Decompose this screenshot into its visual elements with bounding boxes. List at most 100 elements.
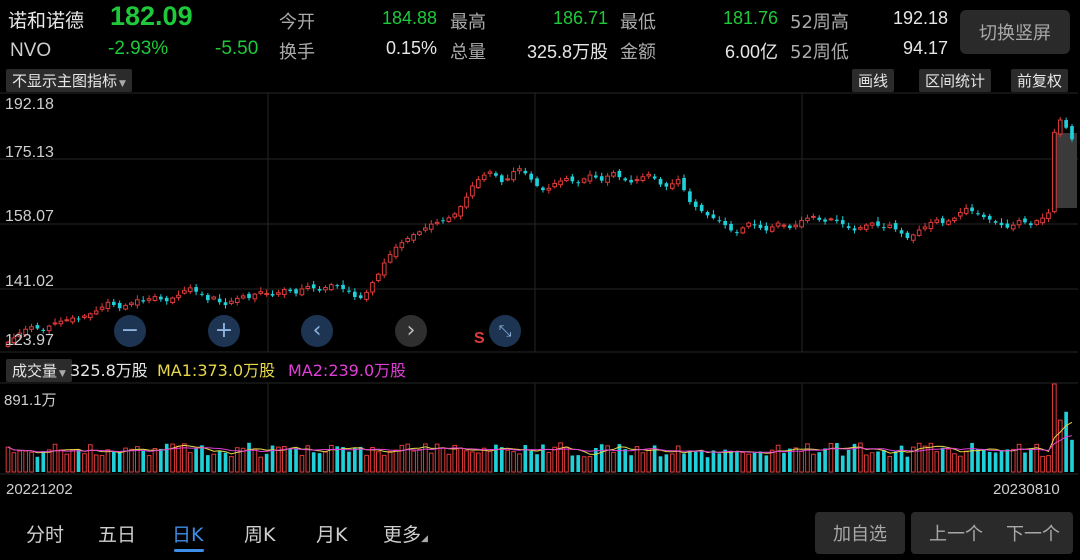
- volume-bar: [135, 446, 140, 473]
- volume-bar: [899, 445, 904, 472]
- tab-daily-k[interactable]: 日K: [172, 524, 204, 546]
- volume-bar: [746, 453, 752, 473]
- zoom-out-button[interactable]: −: [114, 315, 146, 347]
- candle-body: [194, 287, 198, 292]
- candle-body: [87, 313, 93, 319]
- candle-body: [288, 289, 292, 292]
- sub-indicator-select[interactable]: 成交量 ▼: [6, 359, 72, 382]
- volume-bar: [505, 449, 510, 473]
- volume-bar: [428, 452, 434, 473]
- stat-value-amount: 6.00亿: [724, 42, 778, 62]
- y-axis-label: 158.07: [5, 208, 54, 225]
- tab-more[interactable]: 更多◢: [383, 520, 428, 547]
- forward-adjust-button[interactable]: 前复权: [1011, 69, 1069, 92]
- volume-bar: [393, 449, 399, 473]
- candle-body: [517, 168, 522, 172]
- candle-body: [281, 289, 287, 295]
- volume-bar: [93, 454, 99, 473]
- next-stock-button[interactable]: 下一个: [993, 512, 1073, 554]
- volume-bar: [640, 452, 646, 473]
- chart-grid: [0, 92, 1078, 475]
- stat-label-high: 最高: [450, 12, 486, 33]
- candle-body: [470, 185, 475, 197]
- volume-bar: [288, 449, 292, 472]
- volume-bar: [594, 448, 598, 472]
- volume-bar: [64, 453, 70, 473]
- candle-body: [799, 220, 804, 228]
- volume-bar: [470, 451, 475, 473]
- change-percent: -2.93%: [108, 38, 169, 59]
- candle-body: [699, 204, 704, 212]
- candle-body: [206, 294, 210, 301]
- candle-body: [993, 221, 998, 223]
- volume-bar: [70, 449, 75, 473]
- candle-body: [599, 176, 604, 181]
- volume-bar: [323, 451, 328, 473]
- sub-indicator-label: 成交量: [12, 362, 58, 380]
- collapse-chart-button[interactable]: ⤡: [489, 315, 521, 347]
- candle-body: [769, 226, 775, 232]
- scroll-right-button[interactable]: ›: [395, 315, 427, 347]
- tab-weekly-k[interactable]: 周K: [244, 524, 276, 546]
- volume-bar: [887, 455, 893, 473]
- candle-body: [1005, 223, 1010, 228]
- candle-body: [499, 175, 504, 183]
- volume-bar: [928, 442, 934, 473]
- volume-bar: [934, 451, 940, 473]
- tab-intraday[interactable]: 分时: [26, 524, 65, 546]
- tab-five-day[interactable]: 五日: [98, 524, 137, 546]
- volume-bar: [764, 455, 769, 472]
- zoom-in-button[interactable]: +: [208, 315, 240, 347]
- volume-bar: [5, 446, 11, 473]
- candle-body: [299, 288, 305, 296]
- switch-portrait-button[interactable]: 切换竖屏: [960, 10, 1070, 54]
- stat-label-52w-high: 52周高: [790, 12, 849, 33]
- start-date: 20221202: [6, 481, 73, 498]
- y-axis-label: 175.13: [5, 144, 54, 161]
- draw-line-button[interactable]: 画线: [852, 69, 895, 92]
- previous-stock-button[interactable]: 上一个: [911, 512, 1001, 554]
- volume-bar: [294, 448, 298, 472]
- candle-body: [863, 224, 869, 230]
- volume-bar: [723, 449, 727, 472]
- volume-bar: [735, 451, 739, 472]
- candle-body: [82, 315, 87, 318]
- candle-body: [276, 292, 281, 295]
- candle-body: [793, 224, 799, 228]
- volume-bar: [916, 442, 922, 473]
- volume-bar: [229, 456, 234, 473]
- candle-body: [535, 178, 539, 186]
- volume-bar: [200, 445, 204, 472]
- candlestick-series: [5, 117, 1074, 348]
- volume-bar: [458, 447, 463, 473]
- volume-bar: [740, 451, 746, 473]
- volume-bar: [452, 444, 458, 473]
- main-indicator-select[interactable]: 不显示主图指标 ▼: [6, 69, 132, 92]
- tab-monthly-k[interactable]: 月K: [316, 524, 348, 546]
- volume-bar: [541, 444, 545, 472]
- candle-body: [594, 175, 598, 178]
- candle-body: [1064, 120, 1068, 128]
- volume-bar: [240, 447, 246, 473]
- volume-bar: [58, 449, 64, 473]
- candle-body: [353, 291, 357, 297]
- add-watchlist-button[interactable]: 加自选: [815, 512, 905, 554]
- candle-body: [335, 285, 340, 287]
- scroll-left-button[interactable]: ‹: [301, 315, 333, 347]
- candle-body: [294, 289, 298, 294]
- volume-bar: [793, 447, 799, 473]
- candle-body: [187, 287, 193, 293]
- volume-bar: [206, 455, 210, 472]
- candle-body: [481, 174, 487, 181]
- volume-bar: [1010, 448, 1016, 473]
- range-stats-button[interactable]: 区间统计: [919, 69, 992, 92]
- candle-body: [423, 227, 428, 231]
- candle-body: [1010, 224, 1016, 230]
- ma-line: [7, 435, 1073, 453]
- volume-bar: [440, 447, 446, 473]
- candle-body: [922, 226, 928, 230]
- volume-bar: [258, 456, 264, 473]
- candle-body: [1029, 223, 1033, 226]
- volume-bar: [494, 444, 498, 472]
